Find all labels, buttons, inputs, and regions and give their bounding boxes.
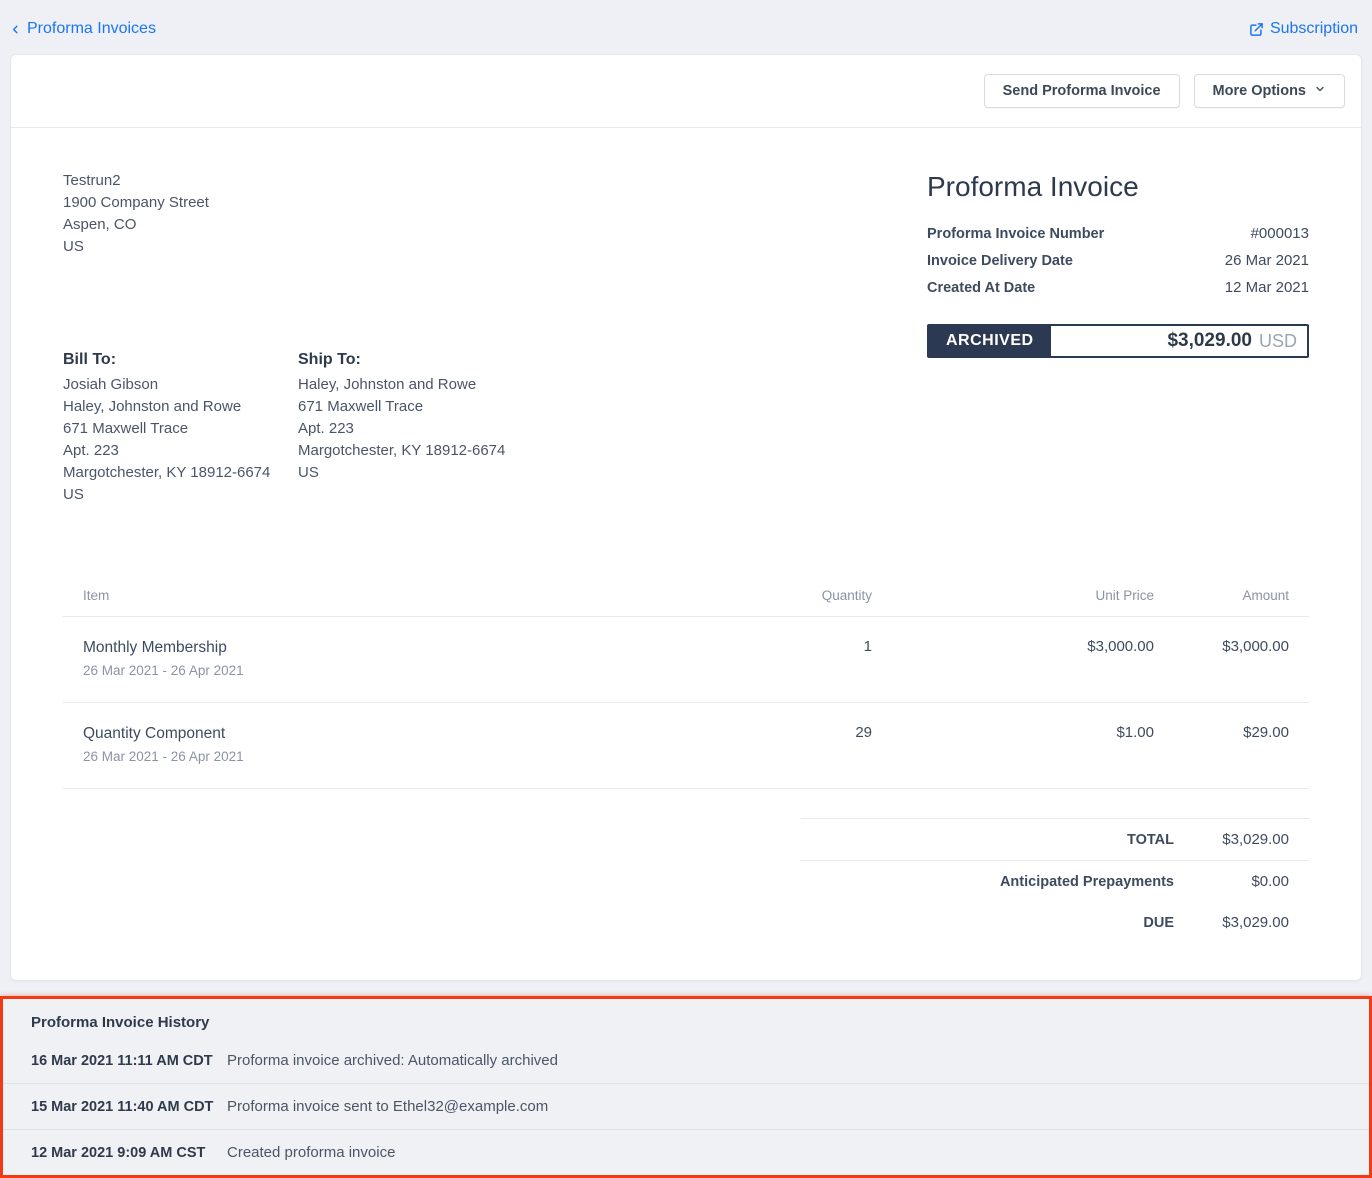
bill-to-line: US bbox=[63, 486, 84, 503]
history-timestamp: 12 Mar 2021 9:09 AM CST bbox=[31, 1145, 206, 1161]
item-amount: $3,000.00 bbox=[1174, 616, 1309, 703]
table-row: Quantity Component 26 Mar 2021 - 26 Apr … bbox=[63, 702, 1309, 789]
item-unit-price: $3,000.00 bbox=[892, 616, 1174, 703]
prepayments-value: $0.00 bbox=[1251, 873, 1289, 890]
bill-to-heading: Bill To: bbox=[63, 351, 117, 368]
subscription-link-label: Subscription bbox=[1269, 20, 1358, 37]
item-name: Quantity Component bbox=[83, 725, 226, 742]
ship-to-heading: Ship To: bbox=[298, 351, 361, 368]
seller-name: Testrun2 bbox=[63, 172, 121, 189]
invoice-actions-header: Send Proforma Invoice More Options bbox=[11, 55, 1361, 128]
history-section-title: Proforma Invoice History bbox=[31, 1014, 210, 1031]
total-label: TOTAL bbox=[1127, 832, 1174, 848]
delivery-date-value: 26 Mar 2021 bbox=[1224, 252, 1309, 269]
line-items-table: Item Quantity Unit Price Amount Monthly … bbox=[63, 574, 1309, 789]
status-badge: ARCHIVED bbox=[929, 326, 1051, 356]
proforma-invoice-history-section: Proforma Invoice History 16 Mar 2021 11:… bbox=[3, 999, 1369, 1175]
totals-section: TOTAL $3,029.00 Anticipated Prepayments … bbox=[801, 818, 1309, 943]
meta-label: Proforma Invoice Number bbox=[927, 226, 1105, 242]
seller-address: Testrun2 1900 Company Street Aspen, CO U… bbox=[63, 170, 505, 258]
back-link-label: Proforma Invoices bbox=[27, 20, 156, 37]
invoice-status-amount-bar: ARCHIVED $3,029.00 USD bbox=[927, 324, 1309, 358]
invoice-number-value: #000013 bbox=[1250, 225, 1309, 242]
history-event-row: 15 Mar 2021 11:40 AM CDT Proforma invoic… bbox=[3, 1083, 1369, 1129]
item-quantity: 29 bbox=[697, 702, 892, 789]
history-description: Proforma invoice sent to Ethel32@example… bbox=[227, 1098, 549, 1115]
proforma-invoice-card: Send Proforma Invoice More Options Testr… bbox=[10, 54, 1362, 981]
seller-country: US bbox=[63, 238, 84, 255]
subscription-link[interactable]: Subscription bbox=[1249, 20, 1358, 38]
bill-to-line: Haley, Johnston and Rowe bbox=[63, 398, 242, 415]
history-timestamp: 16 Mar 2021 11:11 AM CDT bbox=[31, 1053, 213, 1069]
history-event-row: 16 Mar 2021 11:11 AM CDT Proforma invoic… bbox=[3, 1038, 1369, 1083]
table-header-row: Item Quantity Unit Price Amount bbox=[63, 574, 1309, 617]
item-name: Monthly Membership bbox=[83, 639, 227, 656]
invoice-meta-column: Proforma Invoice Proforma Invoice Number… bbox=[927, 170, 1309, 358]
currency-label: USD bbox=[1258, 330, 1297, 351]
table-row: Monthly Membership 26 Mar 2021 - 26 Apr … bbox=[63, 616, 1309, 703]
column-header-quantity: Quantity bbox=[697, 574, 892, 617]
send-button-label: Send Proforma Invoice bbox=[1002, 83, 1161, 99]
meta-row-delivery-date: Invoice Delivery Date 26 Mar 2021 bbox=[927, 247, 1309, 274]
chevron-left-icon bbox=[10, 22, 21, 37]
back-to-proforma-invoices-link[interactable]: Proforma Invoices bbox=[10, 20, 156, 38]
due-value: $3,029.00 bbox=[1222, 914, 1289, 931]
top-navigation-bar: Proforma Invoices Subscription bbox=[0, 0, 1372, 54]
item-period: 26 Mar 2021 - 26 Apr 2021 bbox=[83, 663, 244, 678]
bill-to-block: Bill To: Josiah Gibson Haley, Johnston a… bbox=[63, 348, 298, 506]
invoice-amount: $3,029.00 USD bbox=[1051, 326, 1307, 356]
invoice-body: Testrun2 1900 Company Street Aspen, CO U… bbox=[11, 128, 1361, 980]
due-row: DUE $3,029.00 bbox=[801, 902, 1309, 943]
ship-to-line: Haley, Johnston and Rowe bbox=[298, 376, 477, 393]
column-header-item: Item bbox=[63, 574, 697, 617]
created-date-value: 12 Mar 2021 bbox=[1224, 279, 1309, 296]
due-label: DUE bbox=[1143, 915, 1174, 931]
seller-street: 1900 Company Street bbox=[63, 194, 209, 211]
column-header-amount: Amount bbox=[1174, 574, 1309, 617]
ship-to-line: Apt. 223 bbox=[298, 420, 354, 437]
meta-row-created-date: Created At Date 12 Mar 2021 bbox=[927, 274, 1309, 301]
item-quantity: 1 bbox=[697, 616, 892, 703]
left-address-column: Testrun2 1900 Company Street Aspen, CO U… bbox=[63, 170, 505, 506]
meta-label: Created At Date bbox=[927, 280, 1036, 296]
bill-to-line: Josiah Gibson bbox=[63, 376, 159, 393]
bill-to-line: Apt. 223 bbox=[63, 442, 119, 459]
annotation-highlight-box: Proforma Invoice History 16 Mar 2021 11:… bbox=[0, 996, 1372, 1178]
chevron-down-icon bbox=[1314, 83, 1326, 99]
meta-label: Invoice Delivery Date bbox=[927, 253, 1073, 269]
amount-value: $3,029.00 bbox=[1167, 330, 1252, 351]
item-unit-price: $1.00 bbox=[892, 702, 1174, 789]
anticipated-prepayments-row: Anticipated Prepayments $0.00 bbox=[801, 861, 1309, 902]
history-description: Proforma invoice archived: Automatically… bbox=[227, 1052, 558, 1069]
bill-to-line: Margotchester, KY 18912-6674 bbox=[63, 464, 271, 481]
bill-to-line: 671 Maxwell Trace bbox=[63, 420, 189, 437]
external-link-icon bbox=[1249, 22, 1264, 37]
ship-to-line: US bbox=[298, 464, 319, 481]
prepayments-label: Anticipated Prepayments bbox=[999, 874, 1174, 890]
ship-to-block: Ship To: Haley, Johnston and Rowe 671 Ma… bbox=[298, 348, 505, 506]
send-proforma-invoice-button[interactable]: Send Proforma Invoice bbox=[983, 74, 1180, 108]
history-timestamp: 15 Mar 2021 11:40 AM CDT bbox=[31, 1099, 214, 1115]
item-period: 26 Mar 2021 - 26 Apr 2021 bbox=[83, 749, 244, 764]
column-header-unit-price: Unit Price bbox=[892, 574, 1174, 617]
item-amount: $29.00 bbox=[1174, 702, 1309, 789]
page-title: Proforma Invoice bbox=[927, 171, 1139, 202]
ship-to-line: 671 Maxwell Trace bbox=[298, 398, 424, 415]
more-options-label: More Options bbox=[1212, 83, 1306, 99]
total-row: TOTAL $3,029.00 bbox=[801, 818, 1309, 861]
more-options-button[interactable]: More Options bbox=[1193, 74, 1345, 108]
seller-city: Aspen, CO bbox=[63, 216, 137, 233]
total-value: $3,029.00 bbox=[1222, 831, 1289, 848]
history-event-row: 12 Mar 2021 9:09 AM CST Created proforma… bbox=[3, 1129, 1369, 1175]
ship-to-line: Margotchester, KY 18912-6674 bbox=[298, 442, 506, 459]
meta-row-invoice-number: Proforma Invoice Number #000013 bbox=[927, 220, 1309, 247]
